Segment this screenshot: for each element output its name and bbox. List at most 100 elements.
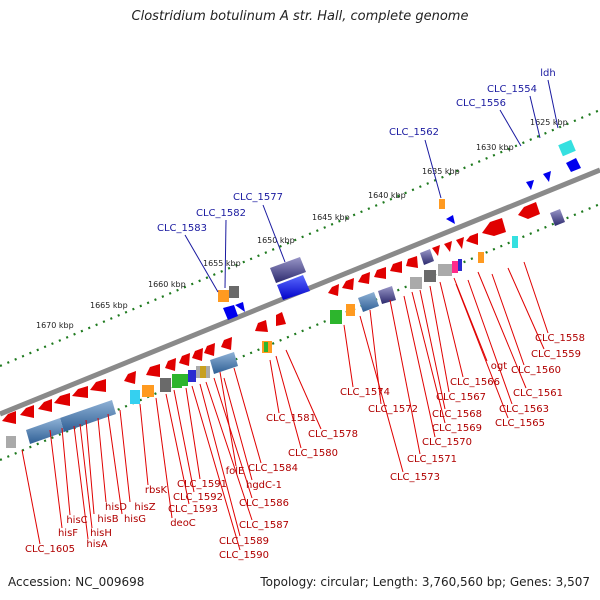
scale-tick-label: 1655 kbp: [203, 259, 241, 268]
gene-block-purple: [378, 286, 396, 304]
scale-tick-label: 1635 kbp: [422, 167, 460, 176]
forward-label-leader: [499, 109, 522, 147]
reverse-label-leader: [403, 295, 436, 438]
reverse-label-leader: [107, 413, 123, 515]
forward-label-leader: [547, 79, 559, 129]
gene-arrow: [276, 312, 286, 326]
reverse-label-leader: [455, 283, 509, 419]
gene-arrow: [374, 267, 386, 279]
forward-gene-label: CLC_1577: [233, 192, 283, 203]
gene-arrow: [566, 158, 581, 172]
reverse-label-leader: [269, 359, 280, 414]
reverse-gene-label: folE: [226, 466, 245, 477]
gene-block: [264, 342, 268, 352]
forward-gene-label: ldh: [540, 68, 555, 79]
reverse-gene-label: CLC_1592: [173, 492, 223, 503]
reverse-gene-label: CLC_1569: [432, 423, 482, 434]
reverse-label-leader: [285, 349, 322, 430]
gene-arrow: [390, 261, 402, 273]
gene-arrow: [526, 180, 534, 190]
gene-block-steel: [60, 400, 116, 432]
reverse-gene-label: CLC_1560: [511, 365, 561, 376]
accession-text: Accession: NC_009698: [8, 575, 145, 589]
gene-arrow: [328, 284, 339, 296]
reverse-gene-label: CLC_1605: [25, 544, 75, 555]
gene-block-steel: [26, 418, 64, 444]
reverse-gene-label: hgdC-1: [246, 480, 282, 491]
gene-block-steel: [358, 292, 379, 312]
reverse-gene-label: CLC_1590: [219, 550, 269, 561]
reverse-label-leader: [97, 417, 107, 503]
reverse-gene-label: CLC_1567: [436, 392, 486, 403]
gene-block: [410, 277, 422, 289]
reverse-gene-label: deoC: [170, 518, 196, 529]
reverse-gene-label: CLC_1578: [308, 429, 358, 440]
gene-arrow: [358, 272, 370, 284]
reverse-gene-label: CLC_1571: [407, 454, 457, 465]
reverse-gene-label: CLC_1572: [368, 404, 418, 415]
reverse-label-leader: [477, 271, 527, 389]
reverse-label-leader: [491, 273, 525, 366]
scale-tick-label: 1640 kbp: [368, 191, 406, 200]
reverse-gene-label: CLC_1570: [422, 437, 472, 448]
scale-tick-label: 1660 kbp: [148, 280, 186, 289]
reverse-gene-label: CLC_1584: [248, 463, 298, 474]
scale-tick-label: 1665 kbp: [90, 301, 128, 310]
gene-block: [458, 259, 462, 271]
gene-arrow: [192, 348, 203, 361]
reverse-gene-label: CLC_1581: [266, 413, 316, 424]
gene-block: [172, 374, 182, 388]
scale-tick-label: 1645 kbp: [312, 213, 350, 222]
reverse-label-leader: [419, 289, 446, 410]
reverse-gene-label: CLC_1591: [177, 479, 227, 490]
reverse-gene-label: CLC_1565: [495, 418, 545, 429]
forward-label-leader: [424, 139, 442, 199]
reverse-gene-label: hisZ: [134, 502, 155, 513]
gene-arrow: [235, 302, 245, 312]
gene-block: [142, 385, 154, 397]
reverse-gene-label: ogt: [491, 361, 507, 372]
gene-arrow: [518, 202, 540, 219]
gene-block: [229, 286, 239, 298]
gene-block: [160, 378, 171, 392]
gene-arrow: [342, 278, 354, 290]
reverse-label-leader: [223, 377, 253, 481]
reverse-gene-label: CLC_1566: [450, 377, 500, 388]
reverse-gene-label: hisC: [66, 515, 87, 526]
map-title: Clostridium botulinum A str. Hall, compl…: [131, 9, 469, 24]
scale-ring: 1625 kbp 1630 kbp 1635 kbp 1640 kbp 1645 kbp…: [0, 108, 600, 368]
gene-arrow: [255, 320, 268, 332]
reverse-gene-label: CLC_1580: [288, 448, 338, 459]
reverse-label-leader: [275, 355, 302, 449]
reverse-label-leader: [439, 281, 464, 378]
reverse-gene-label: CLC_1563: [499, 404, 549, 415]
scale-tick-label: 1625 kbp: [530, 118, 568, 127]
gene-arrow: [20, 405, 34, 418]
reverse-strand-genes: [2, 202, 565, 448]
gene-block: [424, 270, 436, 282]
gene-block: [478, 252, 484, 263]
gene-block: [439, 199, 445, 209]
gene-arrow: [466, 233, 478, 245]
reverse-gene-label: CLC_1587: [239, 520, 289, 531]
reverse-gene-label: CLC_1586: [239, 498, 289, 509]
reverse-label-leader: [219, 371, 237, 467]
forward-gene-label: CLC_1554: [487, 84, 537, 95]
leader-lines: [21, 79, 559, 551]
reverse-gene-label: CLC_1574: [340, 387, 390, 398]
reverse-label-leader: [21, 449, 41, 545]
gene-arrow: [54, 393, 70, 406]
reverse-label-leader: [343, 324, 354, 388]
gene-arrow: [223, 305, 238, 320]
reverse-gene-label: hisA: [86, 539, 107, 550]
reverse-label-leader: [411, 291, 446, 424]
forward-label-leader: [262, 204, 286, 263]
reverse-gene-label: hisF: [58, 528, 78, 539]
reverse-label-leader: [199, 383, 241, 537]
gene-arrow: [165, 358, 176, 371]
gene-arrow: [146, 364, 160, 377]
reverse-label-leader: [73, 425, 89, 540]
gene-arrow: [444, 241, 452, 252]
forward-label-leader: [184, 234, 219, 293]
gene-block: [188, 370, 196, 382]
